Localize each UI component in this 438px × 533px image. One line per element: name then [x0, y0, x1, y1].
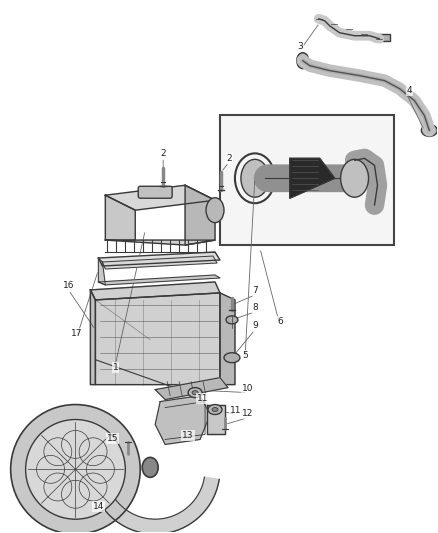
- Text: 2: 2: [160, 149, 166, 158]
- Polygon shape: [102, 256, 217, 269]
- Text: 1: 1: [113, 363, 118, 372]
- Ellipse shape: [192, 391, 198, 394]
- Ellipse shape: [297, 53, 309, 69]
- Ellipse shape: [142, 457, 158, 478]
- Polygon shape: [90, 282, 220, 300]
- Polygon shape: [99, 252, 220, 266]
- Text: 5: 5: [242, 351, 248, 360]
- FancyBboxPatch shape: [138, 186, 172, 198]
- Text: 11: 11: [230, 406, 242, 415]
- Ellipse shape: [224, 353, 240, 362]
- Polygon shape: [290, 158, 335, 198]
- Text: 2: 2: [226, 154, 232, 163]
- Polygon shape: [106, 185, 215, 210]
- Ellipse shape: [226, 316, 238, 324]
- Polygon shape: [207, 405, 225, 434]
- Text: 11: 11: [197, 394, 209, 403]
- Text: 12: 12: [242, 409, 254, 418]
- Text: 4: 4: [406, 86, 412, 95]
- Ellipse shape: [341, 159, 368, 197]
- Text: 14: 14: [93, 502, 104, 511]
- Polygon shape: [106, 195, 135, 240]
- Circle shape: [25, 419, 125, 519]
- Polygon shape: [220, 293, 235, 385]
- Polygon shape: [106, 240, 215, 245]
- Ellipse shape: [208, 405, 222, 415]
- Polygon shape: [155, 378, 228, 400]
- Ellipse shape: [421, 124, 437, 136]
- Ellipse shape: [188, 387, 202, 398]
- Ellipse shape: [241, 159, 269, 197]
- Polygon shape: [185, 185, 215, 245]
- Polygon shape: [91, 431, 219, 533]
- Polygon shape: [99, 258, 106, 285]
- Polygon shape: [99, 275, 220, 285]
- Text: 6: 6: [277, 317, 283, 326]
- Text: 13: 13: [182, 431, 194, 440]
- Text: 8: 8: [252, 303, 258, 312]
- Text: 15: 15: [106, 434, 118, 443]
- Text: 17: 17: [71, 329, 82, 338]
- Polygon shape: [95, 293, 220, 385]
- Circle shape: [11, 405, 140, 533]
- Polygon shape: [90, 290, 95, 385]
- Text: 10: 10: [242, 384, 254, 393]
- Text: 7: 7: [252, 286, 258, 295]
- Text: 3: 3: [297, 42, 303, 51]
- Polygon shape: [155, 395, 210, 445]
- Bar: [372, 34, 390, 41]
- Text: 9: 9: [252, 321, 258, 330]
- Text: 16: 16: [63, 281, 74, 290]
- Bar: [220, 116, 395, 245]
- Ellipse shape: [206, 198, 224, 223]
- Ellipse shape: [212, 408, 218, 411]
